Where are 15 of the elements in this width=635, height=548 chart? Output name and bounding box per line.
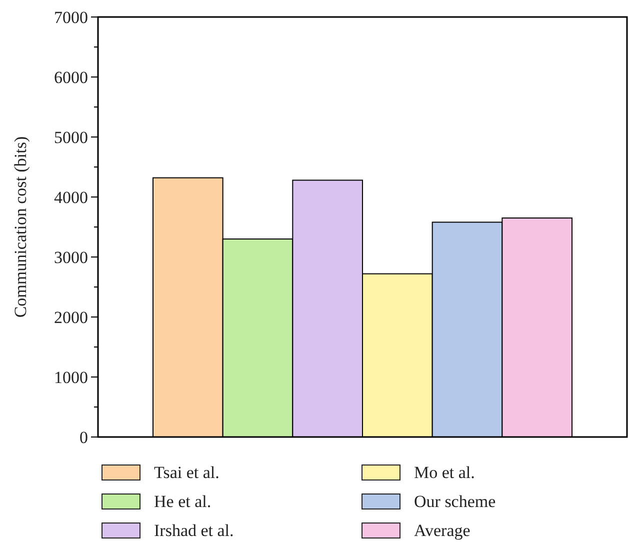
y-tick-label: 4000	[54, 188, 88, 207]
legend-label: Our scheme	[414, 492, 496, 511]
y-tick-label: 5000	[54, 128, 88, 147]
y-tick-label: 3000	[54, 248, 88, 267]
legend-label: Tsai et al.	[154, 463, 220, 482]
y-tick-label: 0	[80, 428, 88, 447]
legend-label: Irshad et al.	[154, 521, 234, 540]
legend-label: Average	[414, 521, 470, 540]
legend-label: He et al.	[154, 492, 212, 511]
legend-label: Mo et al.	[414, 463, 475, 482]
y-tick-label: 2000	[54, 308, 88, 327]
y-axis-title: Communication cost (bits)	[11, 136, 30, 318]
y-tick-label: 7000	[54, 8, 88, 27]
y-tick-label: 6000	[54, 68, 88, 87]
y-tick-label: 1000	[54, 368, 88, 387]
